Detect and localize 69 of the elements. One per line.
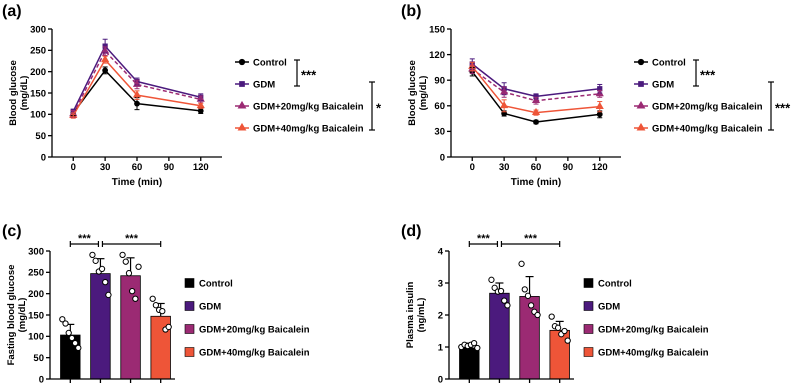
legend-label: GDM [598, 301, 620, 312]
legend-label: GDM+40mg/kg Baicalein [253, 123, 364, 134]
legend-label: GDM+20mg/kg Baicalein [253, 101, 364, 112]
x-tick-label: 30 [100, 162, 110, 173]
text: *** [524, 233, 538, 245]
text: * [376, 100, 382, 116]
y-tick-label: 150 [30, 88, 46, 100]
x-tick-label: 60 [132, 162, 142, 173]
y-axis-title: Fasting blood glucose (mg/dL) [6, 264, 28, 366]
x-tick-label: 0 [470, 162, 475, 173]
x-tick-label: 120 [192, 162, 209, 173]
legend-label: Control [199, 278, 233, 290]
text: *** [700, 68, 716, 82]
chart-title: (b) [401, 3, 422, 20]
y-tick-label: 250 [28, 268, 44, 279]
y-tick-label: 0 [438, 374, 443, 384]
y-tick-label: 300 [28, 246, 44, 258]
x-tick-label: 30 [498, 162, 510, 173]
x-axis-title: Time (min) [112, 177, 162, 188]
y-tick-label: 90 [434, 76, 445, 87]
legend-label: Control [598, 278, 632, 290]
chart-title: (d) [401, 223, 422, 240]
y-tick-label: 300 [30, 24, 46, 36]
legend-label: GDM+20mg/kg Baicalein [199, 324, 310, 336]
legend-label: GDM+20mg/kg Baicalein [652, 101, 763, 112]
y-tick-label: 2 [438, 310, 443, 322]
y-tick-label: 50 [35, 130, 46, 142]
legend-label: Control [652, 57, 686, 68]
text: *** [775, 100, 792, 116]
legend-label: GDM+20mg/kg Baicalein [598, 324, 709, 336]
y-tick-label: 250 [30, 46, 46, 57]
x-tick-label: 90 [164, 162, 174, 173]
legend-label: GDM [253, 79, 276, 90]
y-tick-label: 0 [38, 374, 44, 384]
y-tick-label: 200 [28, 288, 44, 300]
text: *** [78, 233, 92, 245]
y-axis-title: Plasma insulin (ng/mL) [405, 282, 428, 348]
chart-title: (c) [2, 223, 22, 240]
legend-label: GDM+40mg/kg Baicalein [598, 347, 709, 358]
y-axis-title: Blood glucose (mg/dL) [407, 60, 430, 126]
y-tick-label: 100 [28, 332, 44, 343]
y-tick-label: 50 [33, 352, 44, 364]
y-tick-label: 60 [434, 101, 445, 112]
legend-label: GDM+40mg/kg Baicalein [652, 123, 763, 134]
text: *** [476, 233, 491, 245]
y-tick-label: 4 [438, 246, 444, 258]
text: *** [125, 233, 139, 245]
y-tick-label: 3 [438, 278, 443, 290]
legend-label: Control [253, 57, 287, 68]
legend-label: GDM [199, 301, 222, 312]
y-tick-label: 150 [429, 24, 445, 36]
y-tick-label: 150 [28, 310, 44, 322]
y-tick-label: 0 [40, 152, 46, 164]
legend-label: GDM+40mg/kg Baicalein [199, 347, 310, 358]
x-tick-label: 90 [562, 162, 574, 173]
y-tick-label: 0 [440, 152, 445, 164]
y-tick-label: 30 [434, 126, 445, 138]
y-axis-title: Blood glucose (mg/dL) [8, 60, 30, 126]
legend-label: GDM [652, 79, 674, 90]
x-axis-title: Time (min) [510, 177, 562, 188]
y-tick-label: 1 [438, 342, 444, 354]
y-tick-label: 120 [429, 50, 445, 61]
y-tick-label: 100 [30, 110, 46, 121]
x-tick-label: 60 [530, 162, 542, 173]
chart-title: (a) [2, 3, 22, 20]
y-tick-label: 200 [30, 66, 46, 78]
text: *** [301, 68, 318, 82]
x-tick-label: 0 [70, 162, 76, 173]
x-tick-label: 120 [592, 162, 608, 173]
